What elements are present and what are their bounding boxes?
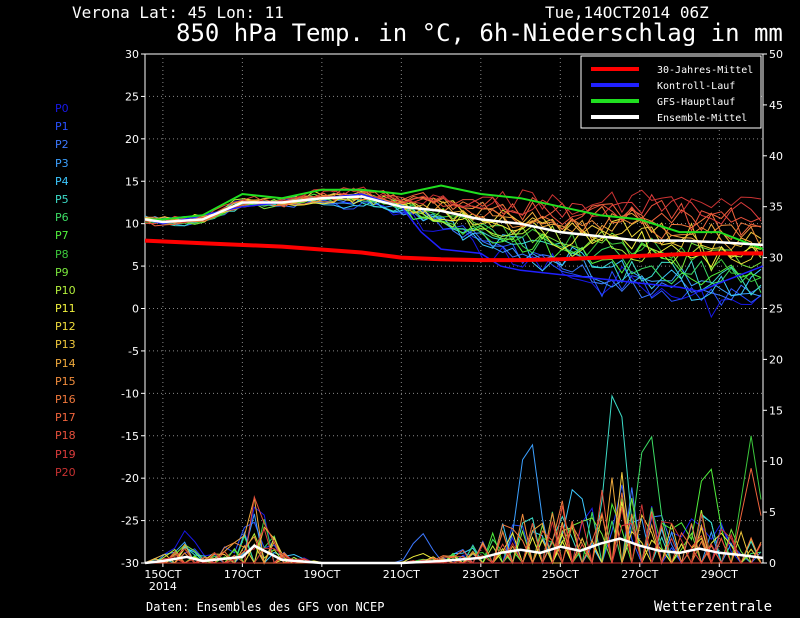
- member-label: P0: [55, 102, 69, 115]
- member-label: P2: [55, 138, 69, 152]
- right-axis-tick-label: 50: [769, 48, 783, 61]
- left-axis-tick-label: 10: [125, 218, 139, 231]
- left-axis-tick-label: 25: [125, 90, 139, 103]
- x-axis-tick-label: 17OCT: [224, 568, 261, 581]
- left-axis-tick-label: -15: [121, 430, 139, 443]
- left-axis-tick-label: 20: [125, 133, 139, 146]
- member-label: P3: [55, 156, 69, 170]
- precipitation-ensemble-mean-line: [144, 537, 764, 565]
- temperature-trace-p18: [144, 187, 762, 232]
- right-axis-tick-label: 5: [769, 506, 776, 519]
- ensemble-member-list: P0 P1 P2 P3 P4 P5 P6 P7 P8 P9 P10 P11 P12 P13 P14 P15 P1…: [55, 102, 76, 484]
- member-label: P12: [55, 320, 76, 334]
- member-label: P5: [55, 192, 69, 206]
- header-run-time: Tue,14OCT2014 06Z: [545, 3, 709, 22]
- legend-label: Ensemble-Mittel: [657, 113, 747, 124]
- right-axis-tick-label: 15: [769, 404, 783, 417]
- main-run-line: [145, 184, 764, 251]
- member-label: P17: [55, 411, 76, 425]
- temperature-trace-p6: [144, 192, 762, 293]
- right-axis-tick-label: 35: [769, 201, 783, 214]
- member-label: P15: [55, 374, 76, 388]
- legend-label: Kontroll-Lauf: [657, 81, 735, 92]
- precipitation-trace-p5: [144, 394, 762, 565]
- right-axis-tick-label: 30: [769, 252, 783, 265]
- temperature-trace-p2: [144, 195, 762, 301]
- data-source-note: Daten: Ensembles des GFS von NCEP: [146, 600, 385, 614]
- x-axis-tick-label: 19OCT: [303, 568, 340, 581]
- right-axis-tick-label: 25: [769, 303, 783, 316]
- member-label: P1: [55, 120, 69, 134]
- member-label: P7: [55, 229, 69, 243]
- left-axis-tick-label: -5: [128, 345, 139, 358]
- left-axis-tick-label: -30: [121, 557, 139, 570]
- right-axis-tick-label: 20: [769, 353, 783, 366]
- left-axis-tick-label: 30: [125, 48, 139, 61]
- x-axis-tick-label: 25OCT: [542, 568, 579, 581]
- left-axis-tick-label: -20: [121, 472, 139, 485]
- x-axis-tick-label: 15OCT: [144, 568, 181, 581]
- member-label: P6: [55, 211, 69, 225]
- member-label: P13: [55, 338, 76, 352]
- control-run-line: [144, 193, 764, 293]
- header-location: Verona Lat: 45 Lon: 11: [72, 3, 284, 22]
- right-axis-tick-label: 0: [769, 557, 776, 570]
- x-axis-tick-label: 29OCT: [701, 568, 738, 581]
- brand-name: Wetterzentrale: [654, 599, 773, 615]
- member-label: P20: [55, 465, 76, 479]
- member-label: P16: [55, 393, 76, 406]
- x-axis-tick-label: 23OCT: [462, 568, 499, 581]
- chart-title: 850 hPa Temp. in °C, 6h-Niederschlag in …: [176, 19, 783, 47]
- temperature-trace-p10: [144, 193, 762, 272]
- member-label: P10: [55, 283, 76, 297]
- right-axis-tick-label: 10: [769, 455, 783, 468]
- left-axis-tick-label: 15: [125, 175, 139, 188]
- climate-mean-line: [144, 238, 763, 263]
- precipitation-trace-p20: [145, 504, 761, 565]
- temperature-trace-p1: [144, 198, 762, 307]
- member-label: P14: [55, 356, 76, 370]
- ensemble-mean-line: [144, 195, 764, 247]
- left-axis-tick-label: 5: [132, 260, 139, 273]
- member-label: P11: [55, 302, 76, 316]
- x-axis-year-label: 2014: [149, 580, 177, 593]
- right-axis-tick-label: 40: [769, 150, 783, 163]
- x-axis-tick-label: 21OCT: [383, 568, 420, 581]
- left-axis-tick-label: 0: [132, 303, 139, 316]
- legend-label: GFS-Hauptlauf: [657, 97, 735, 108]
- left-axis-tick-label: -10: [121, 387, 139, 400]
- x-axis-tick-label: 27OCT: [621, 568, 658, 581]
- member-label: P18: [55, 429, 76, 443]
- right-axis-tick-label: 45: [769, 99, 783, 112]
- legend-label: 30-Jahres-Mittel: [657, 65, 753, 76]
- member-label: P19: [55, 447, 76, 461]
- member-label: P4: [55, 174, 69, 188]
- member-label: P8: [55, 247, 69, 261]
- member-label: P9: [55, 265, 69, 279]
- left-axis-tick-label: -25: [121, 515, 139, 528]
